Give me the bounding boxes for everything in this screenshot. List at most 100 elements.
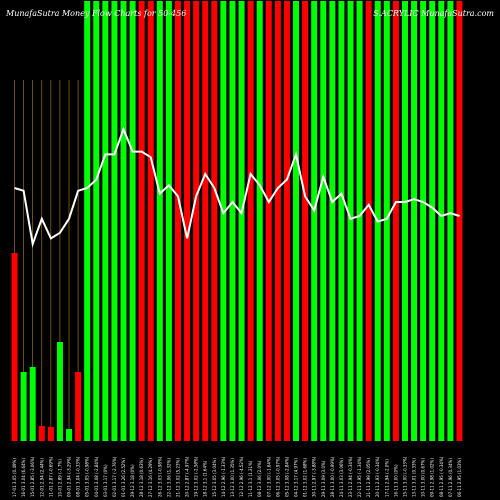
bar-16-01-2024 (20, 372, 27, 441)
bar-11-12-2023 (247, 1, 254, 441)
bar-17-01-2024 (11, 253, 18, 441)
bar-15-01-2024 (29, 367, 36, 441)
x-tick-label: 11-01 2.87 (-0.69%) (48, 456, 53, 497)
x-tick-label: 17-11 2.94 (-2.0%) (384, 459, 389, 497)
chart-title-right: S.ACRYLIC MunafaSutra.com (373, 9, 494, 18)
bar-14-12-2023 (220, 1, 227, 441)
x-tick-label: 07-12 3.00 (-1.64%) (266, 456, 271, 497)
x-tick-label: 04-01 3.08 (-2.84%) (94, 456, 99, 497)
x-tick-label: 01-12 3.02 (1.68%) (303, 458, 308, 497)
bar-15-11-2023 (401, 1, 408, 441)
bar-21-11-2023 (365, 1, 372, 441)
x-tick-label: 15-12 3.05 (3.04%) (212, 458, 217, 497)
x-tick-label: 29-12 3.18 (0%) (130, 464, 135, 497)
bar-04-12-2023 (293, 1, 300, 441)
x-tick-label: 21-12 3.02 (5.23%) (175, 458, 180, 497)
bar-08-11-2023 (438, 1, 445, 441)
bar-29-12-2023 (129, 1, 136, 441)
bar-26-12-2023 (156, 1, 163, 441)
x-tick-label: 20-11 2.93 (-0.34%) (375, 456, 380, 497)
x-tick-label: 13-11 3.01 (0.33%) (412, 458, 417, 497)
x-tick-label: 08-11 2.95 (-0.34%) (439, 456, 444, 497)
bar-09-01-2024 (66, 429, 73, 441)
bar-13-12-2023 (229, 1, 236, 441)
bar-28-11-2023 (329, 1, 336, 441)
bar-13-11-2023 (411, 1, 418, 441)
x-tick-label: 22-11 2.95 (-1.34%) (357, 456, 362, 497)
x-tick-label: 04-12 3.17 (4.97%) (294, 458, 299, 497)
x-tick-label: 09-01 2.94 (-3.29%) (67, 456, 72, 497)
bar-27-12-2023 (147, 1, 154, 441)
bar-08-01-2024 (75, 372, 82, 441)
chart-title-left: MunafaSutra Money Flow Charts for 50-456 (5, 9, 186, 18)
bar-07-11-2023 (447, 1, 454, 441)
x-tick-label: 06-12 3.05 (-0.97%) (275, 456, 280, 497)
bar-02-01-2024 (111, 1, 118, 441)
bar-22-12-2023 (165, 1, 172, 441)
x-tick-label: 27-12 3.16 (4.29%) (148, 458, 153, 497)
bar-06-11-2023 (456, 1, 463, 441)
bar-29-11-2023 (320, 1, 327, 441)
x-tick-label: 07-11 2.96 (0.34%) (448, 458, 453, 497)
x-tick-label: 16-01 3.04 (6.64%) (21, 458, 26, 497)
bar-24-11-2023 (338, 1, 345, 441)
bar-01-01-2024 (120, 1, 127, 441)
bar-05-01-2024 (84, 1, 91, 441)
bar-06-12-2023 (274, 1, 281, 441)
x-tick-label: 20-12 2.87 (-4.97%) (185, 456, 190, 497)
bar-30-11-2023 (311, 1, 318, 441)
x-tick-label: 21-11 2.99 (2.05%) (366, 458, 371, 497)
x-tick-label: 02-01 3.17 (-2.76%) (112, 456, 117, 497)
x-tick-label: 29-11 3.09 (3.0%) (321, 460, 326, 497)
bar-05-12-2023 (283, 1, 290, 441)
x-tick-label: 01-01 3.26 (2.52%) (121, 458, 126, 497)
x-tick-label: 28-12 3.18 (0.63%) (139, 458, 144, 497)
x-tick-label: 19-12 3.02 (-2.58%) (194, 456, 199, 497)
bar-09-11-2023 (429, 1, 436, 441)
x-tick-label: 05-01 3.05 (-0.98%) (85, 456, 90, 497)
x-tick-label: 08-01 3.04 (-0.33%) (76, 456, 81, 497)
bar-18-12-2023 (202, 1, 209, 441)
x-tick-label: 14-12 2.96 (-1.33%) (221, 456, 226, 497)
x-tick-label: 17-01 3.05 (0.49%) (12, 458, 17, 497)
x-tick-label: 24-11 3.03 (3.06%) (339, 458, 344, 497)
x-tick-labels: 17-01 3.05 (0.49%) 16-01 3.04 (6.64%) 15-0… (12, 456, 462, 497)
x-tick-label: 13-12 3.00 (1.35%) (230, 458, 235, 497)
x-tick-label: 06-11 2.95 (1.03%) (457, 458, 462, 497)
bar-series (11, 1, 463, 441)
x-tick-label: 30-11 2.97 (-3.88%) (312, 456, 317, 497)
x-tick-label: 11-12 3.1 (1.31%) (248, 460, 253, 497)
bar-22-11-2023 (356, 1, 363, 441)
x-tick-label: 15-11 3.00 (-0.33%) (402, 456, 407, 497)
x-tick-label: 26-12 3.03 (-0.98%) (157, 456, 162, 497)
bar-21-12-2023 (174, 1, 181, 441)
bar-28-12-2023 (138, 1, 145, 441)
bar-08-12-2023 (256, 1, 263, 441)
x-tick-label: 22-12 3.06 (1.32%) (166, 458, 171, 497)
bar-03-01-2024 (102, 1, 109, 441)
x-tick-label: 12-12 2.96 (-4.52%) (239, 456, 244, 497)
bar-12-01-2024 (38, 426, 45, 441)
bar-15-12-2023 (211, 1, 218, 441)
x-tick-label: 10-11 3.00 (0.67%) (421, 458, 426, 497)
bar-04-01-2024 (93, 1, 100, 441)
price-line-group (14, 126, 460, 248)
x-tick-label: 18-12 3.1 (1.64%) (203, 460, 208, 497)
bar-16-11-2023 (392, 1, 399, 441)
x-tick-label: 28-11 3.00 (-0.99%) (330, 456, 335, 497)
bar-20-12-2023 (184, 1, 191, 441)
x-tick-label: 15-01 2.85 (-3.06%) (30, 456, 35, 497)
bar-19-12-2023 (193, 1, 200, 441)
x-tick-label: 23-11 2.94 (-0.34%) (348, 456, 353, 497)
bar-11-01-2024 (47, 427, 54, 441)
x-tick-label: 16-11 3.00 (0%) (393, 464, 398, 497)
x-tick-label: 09-11 2.98 (1.02%) (430, 458, 435, 497)
price-line (14, 126, 460, 248)
x-tick-label: 12-01 2.94 (2.44%) (39, 458, 44, 497)
x-tick-label: 05-12 3.08 (-2.84%) (284, 456, 289, 497)
bar-07-12-2023 (265, 1, 272, 441)
x-tick-label: 08-12 3.06 (2.0%) (257, 460, 262, 497)
bar-10-01-2024 (56, 342, 63, 441)
x-tick-label: 10-01 2.89 (-1.7%) (57, 459, 62, 497)
